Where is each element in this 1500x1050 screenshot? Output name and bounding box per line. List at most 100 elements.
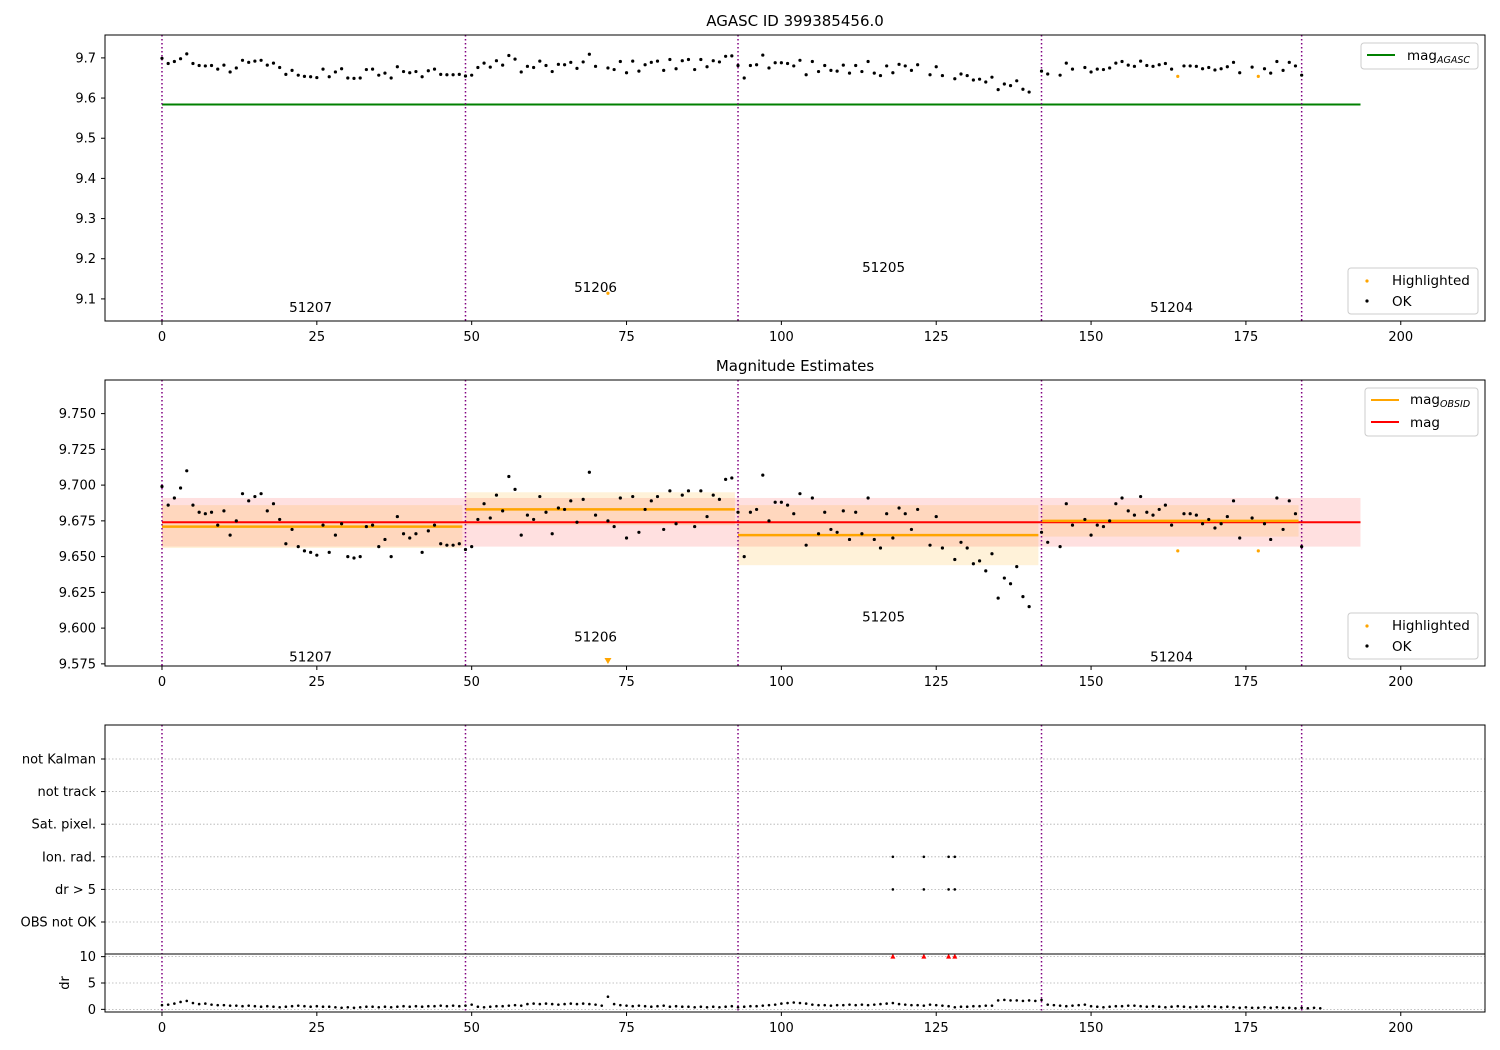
ok-point [761, 473, 765, 477]
ok-point [160, 56, 164, 60]
ok-point [426, 69, 430, 73]
ok-point [408, 536, 412, 540]
ok-point [1021, 595, 1025, 599]
ok-point [296, 73, 300, 77]
y-tick-label: 9.650 [59, 550, 96, 565]
obsid-label: 51207 [289, 650, 332, 666]
ok-point [401, 69, 406, 74]
dr-point [619, 1003, 622, 1007]
dr-point [501, 1004, 504, 1008]
dr-point [315, 1004, 319, 1008]
flag-point [922, 855, 926, 859]
ok-point [1238, 536, 1242, 540]
ok-point [767, 519, 771, 523]
ok-point [637, 69, 641, 73]
ok-point [1182, 512, 1186, 516]
ok-point [482, 61, 486, 65]
ok-point [1213, 68, 1217, 72]
ok-point [309, 550, 313, 554]
dr-point [513, 1003, 517, 1007]
dr-point [674, 1004, 678, 1008]
dr-point [185, 999, 189, 1003]
ok-point [977, 559, 982, 563]
ok-point [730, 54, 734, 58]
ok-point [593, 64, 598, 68]
dr-point [544, 1002, 548, 1005]
ok-point [631, 494, 635, 499]
dr-point [854, 1003, 858, 1007]
y-tick-label: 9.725 [59, 443, 96, 458]
ok-point [841, 509, 845, 513]
ok-point [222, 63, 226, 67]
x-tick-label: 175 [1234, 675, 1259, 690]
dr-point [928, 1003, 932, 1006]
panel-flags-frame [104, 724, 1486, 1013]
dr-clipped-marker [952, 953, 958, 959]
dr-point [891, 1001, 895, 1005]
dr-point [210, 1003, 213, 1006]
ok-point [327, 75, 331, 79]
dr-point [730, 1004, 734, 1008]
flag-row-label: OBS not OK [21, 916, 97, 931]
ok-point [1083, 517, 1087, 522]
dr-point [984, 1004, 988, 1007]
ok-point [550, 532, 554, 536]
x-tick-label: 0 [158, 1021, 166, 1036]
legend-highlighted-marker [1365, 279, 1369, 283]
ok-point [829, 68, 833, 72]
panel-agasc-frame [104, 34, 1486, 322]
legend-frame [1360, 42, 1479, 70]
dr-point [1300, 1006, 1303, 1010]
ok-point [203, 64, 207, 68]
ok-point [878, 546, 883, 550]
ok-point [953, 77, 957, 81]
ok-point [1120, 496, 1124, 500]
dr-point [334, 1005, 337, 1009]
ok-point [538, 59, 542, 63]
panel-mag-plot-area: 9.575 9.600 9.625 9.650 9.675 9.700 9.725 9.750… [59, 380, 1413, 690]
ok-point [278, 65, 282, 70]
legend-ok-label: OK [1392, 294, 1413, 310]
ok-point [544, 510, 548, 514]
dr-point [563, 1002, 566, 1006]
ok-point [779, 500, 783, 504]
panel-agasc: 9.1 9.2 9.3 9.4 9.5 9.6 9.7 0 25 50 75 100 125 150 175… [75, 12, 1486, 345]
dr-point [965, 1005, 969, 1009]
ok-point [705, 65, 709, 69]
ok-point [971, 78, 975, 82]
ok-point [1046, 540, 1050, 544]
ok-point [420, 75, 424, 79]
ok-point [971, 562, 975, 566]
dr-point [879, 1002, 882, 1006]
dr-point [414, 1004, 418, 1008]
x-tick-label: 50 [463, 675, 480, 690]
dr-point [1046, 1003, 1050, 1006]
y-tick-label: 5 [88, 977, 96, 992]
ok-point [1083, 65, 1087, 70]
dr-point [1003, 998, 1006, 1002]
ok-point [1126, 63, 1130, 67]
dr-point [247, 1004, 250, 1007]
dr-point [594, 1003, 597, 1006]
ok-point [612, 67, 616, 72]
dr-point [1201, 1005, 1204, 1009]
y-tick-label: 9.4 [75, 172, 96, 187]
dr-point [1294, 1007, 1297, 1010]
ok-point [916, 507, 920, 512]
ok-point [228, 70, 232, 74]
dr-clipped-marker [921, 953, 927, 959]
dr-point [916, 1003, 919, 1007]
y-tick-label: 10 [79, 950, 96, 965]
ok-point [1139, 494, 1143, 499]
dr-point [173, 1002, 176, 1005]
ok-point [767, 66, 771, 70]
dr-point [1318, 1007, 1322, 1010]
dr-point [817, 1003, 820, 1007]
dr-point [538, 1002, 542, 1006]
ok-point [216, 67, 220, 71]
ok-point [810, 496, 814, 500]
ok-point [1039, 69, 1044, 73]
ok-point [1219, 522, 1223, 526]
dr-point [1027, 999, 1031, 1002]
ok-point [1126, 509, 1130, 513]
